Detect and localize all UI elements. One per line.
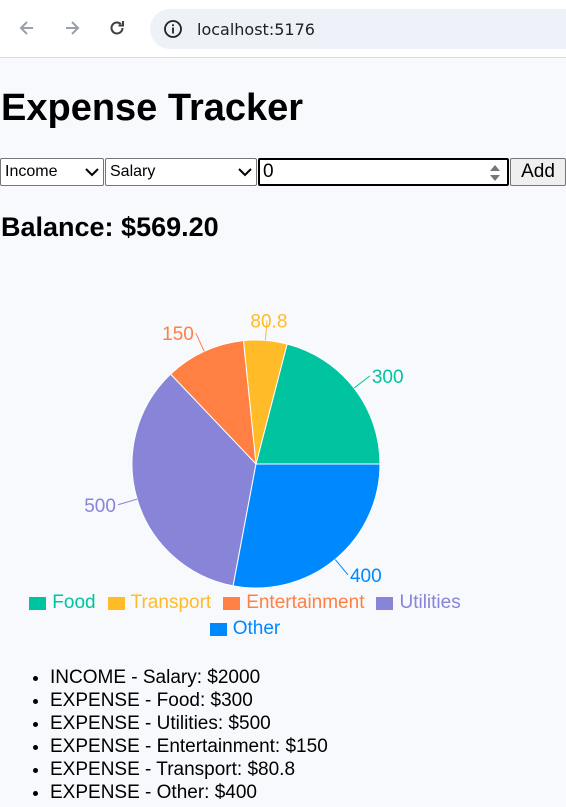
- data-label: 150: [162, 324, 194, 345]
- stepper-icon[interactable]: [489, 163, 501, 183]
- legend-label: Entertainment: [246, 592, 365, 613]
- legend-swatch: [376, 596, 394, 610]
- list-item: EXPENSE - Utilities: $500: [50, 712, 328, 735]
- page-title: Expense Tracker: [1, 87, 304, 129]
- arrow-left-icon: [19, 21, 33, 35]
- back-button[interactable]: [10, 11, 44, 45]
- site-info-icon[interactable]: [162, 18, 184, 40]
- legend-swatch: [29, 596, 47, 610]
- list-item: EXPENSE - Entertainment: $150: [50, 735, 328, 758]
- address-bar[interactable]: localhost:5176: [150, 9, 566, 49]
- legend-item[interactable]: Entertainment: [223, 592, 364, 614]
- transaction-list: INCOME - Salary: $2000 EXPENSE - Food: $…: [0, 666, 328, 804]
- pie-slice-entertainment[interactable]: [169, 340, 257, 466]
- chevron-down-icon: [85, 168, 99, 177]
- legend-swatch: [223, 596, 241, 610]
- type-select[interactable]: Income: [0, 158, 104, 186]
- browser-toolbar: localhost:5176: [0, 0, 566, 58]
- data-label: 400: [350, 566, 382, 587]
- category-select[interactable]: Salary: [105, 158, 257, 186]
- reload-button[interactable]: [100, 11, 134, 45]
- type-select-value: Income: [5, 163, 58, 180]
- forward-button[interactable]: [55, 11, 89, 45]
- list-item: EXPENSE - Transport: $80.8: [50, 758, 328, 781]
- chevron-down-icon: [238, 168, 252, 177]
- label-line: [117, 498, 138, 506]
- data-label: 80.8: [250, 311, 287, 332]
- legend-label: Other: [232, 618, 281, 639]
- category-select-value: Salary: [110, 163, 156, 180]
- legend-label: Food: [52, 592, 96, 613]
- label-line: [334, 559, 349, 576]
- label-line: [264, 320, 268, 341]
- add-button[interactable]: Add: [510, 158, 566, 186]
- legend-item[interactable]: Food: [29, 592, 96, 614]
- legend-item[interactable]: Transport: [107, 592, 212, 614]
- pie-chart-svg: 300 80.8 150 500 400: [84, 311, 404, 589]
- data-label: 300: [372, 367, 404, 388]
- chart-legend: Food Transport Entertainment Utilities O…: [0, 592, 490, 640]
- legend-swatch: [209, 622, 227, 636]
- reload-icon: [110, 21, 124, 35]
- label-line: [195, 332, 205, 352]
- label-line: [353, 375, 371, 389]
- balance-heading: Balance: $569.20: [1, 212, 219, 242]
- amount-value: 0: [263, 161, 274, 182]
- legend-swatch: [107, 596, 125, 610]
- expense-pie-chart: 300 80.8 150 500 400: [0, 280, 566, 600]
- legend-label: Transport: [130, 592, 212, 613]
- list-item: INCOME - Salary: $2000: [50, 666, 328, 689]
- list-item: EXPENSE - Other: $400: [50, 781, 328, 804]
- amount-input[interactable]: 0: [258, 158, 509, 186]
- legend-label: Utilities: [399, 592, 461, 613]
- legend-item[interactable]: Other: [209, 618, 281, 640]
- pie-slice-food[interactable]: [255, 343, 381, 465]
- transaction-form: Income Salary 0 Add: [0, 158, 566, 186]
- data-label: 500: [84, 496, 116, 517]
- url-text: localhost:5176: [197, 19, 315, 39]
- arrow-right-icon: [66, 21, 80, 35]
- legend-item[interactable]: Utilities: [376, 592, 461, 614]
- list-item: EXPENSE - Food: $300: [50, 689, 328, 712]
